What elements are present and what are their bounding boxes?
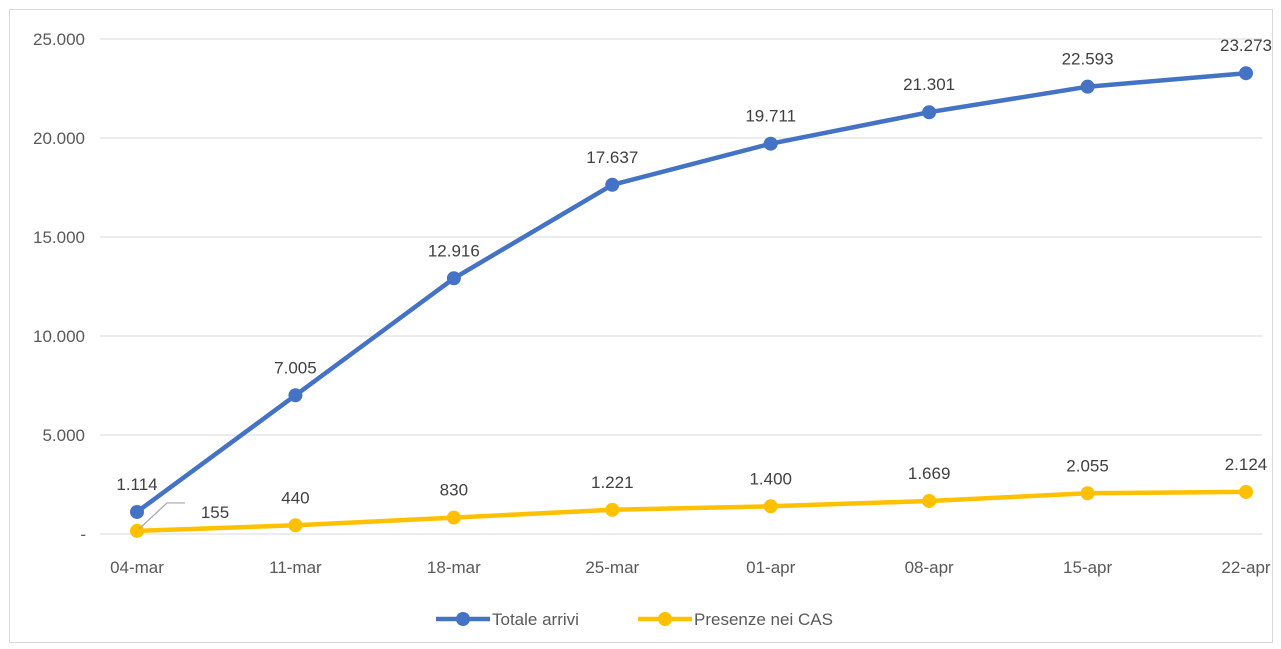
data-label: 19.711	[745, 107, 796, 126]
x-tick-label: 01-apr	[746, 558, 795, 577]
x-tick-label: 04-mar	[110, 558, 164, 577]
legend-marker	[658, 612, 672, 626]
data-label: 22.593	[1062, 50, 1114, 69]
y-tick-label: 15.000	[33, 228, 85, 247]
legend-label: Presenze nei CAS	[694, 610, 833, 629]
y-tick-label: 10.000	[33, 327, 85, 346]
data-point	[446, 271, 461, 286]
x-tick-label: 25-mar	[585, 558, 639, 577]
data-point	[1239, 66, 1253, 81]
y-tick-label: -	[80, 525, 86, 544]
data-point	[130, 504, 144, 519]
data-point	[922, 493, 937, 508]
data-label: 1.669	[908, 464, 951, 483]
x-tick-label: 18-mar	[427, 558, 481, 577]
data-point	[605, 502, 620, 517]
data-label: 23.273	[1220, 36, 1272, 55]
legend-marker	[456, 612, 470, 626]
x-tick-label: 08-apr	[905, 558, 954, 577]
y-tick-label: 25.000	[33, 30, 85, 49]
leader-line	[138, 502, 185, 530]
y-tick-label: 5.000	[42, 426, 85, 445]
data-point	[446, 510, 461, 525]
data-point	[1080, 79, 1095, 94]
data-label: 2.055	[1066, 456, 1109, 475]
data-label: 12.916	[428, 241, 480, 260]
legend-label: Totale arrivi	[492, 610, 579, 629]
series-line-totale-arrivi	[134, 70, 1249, 515]
y-tick-label: 20.000	[33, 129, 85, 148]
data-label: 21.301	[903, 75, 955, 94]
data-point	[763, 499, 778, 514]
x-tick-label: 15-apr	[1063, 558, 1112, 577]
data-label: 1.221	[591, 473, 634, 492]
data-point	[922, 105, 937, 120]
x-tick-label: 22-apr	[1221, 558, 1270, 577]
data-label: 7.005	[274, 358, 317, 377]
data-point	[288, 388, 303, 403]
data-label: 155	[201, 503, 229, 522]
data-point	[763, 136, 778, 151]
data-label: 830	[440, 481, 468, 500]
data-point	[1239, 484, 1253, 499]
data-label: 440	[281, 488, 309, 507]
data-label: 17.637	[586, 148, 638, 167]
series-line-presenze-cas	[134, 489, 1249, 534]
data-label: 2.124	[1225, 455, 1268, 474]
data-label: 1.400	[749, 469, 792, 488]
data-point	[605, 177, 620, 192]
chart-frame	[9, 9, 1273, 643]
x-tick-label: 11-mar	[269, 558, 322, 577]
data-label: 1.114	[116, 475, 157, 494]
data-point	[1080, 486, 1095, 501]
data-point	[288, 518, 303, 533]
